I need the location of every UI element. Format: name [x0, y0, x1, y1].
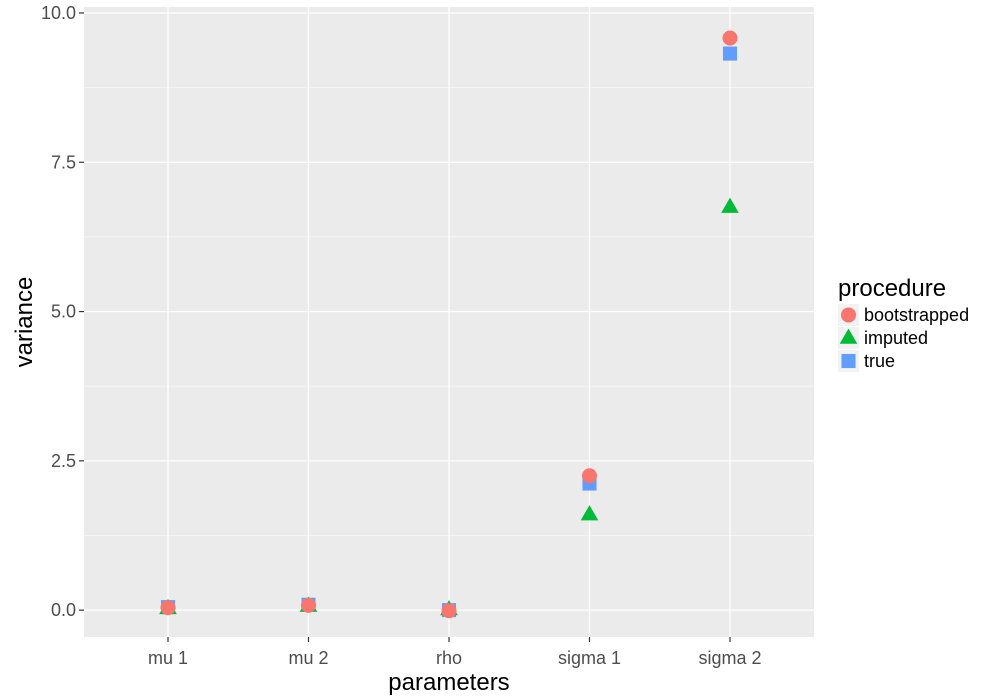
- x-tick-label: mu 1: [148, 648, 188, 668]
- x-axis-title: parameters: [388, 669, 509, 696]
- legend-marker-true: [841, 353, 856, 369]
- legend-title: procedure: [838, 275, 946, 302]
- legend-marker-imputed: [839, 328, 858, 344]
- x-tick-label: rho: [436, 648, 462, 668]
- x-tick-label: sigma 1: [558, 648, 621, 668]
- legend-label-imputed: imputed: [864, 328, 928, 348]
- point-bootstrapped: [441, 603, 457, 619]
- x-axis: mu 1 mu 2 rho sigma 1 sigma 2: [148, 637, 762, 668]
- point-true: [722, 46, 738, 61]
- y-tick-label: 0.0: [51, 600, 76, 620]
- y-tick-label: 2.5: [51, 451, 76, 471]
- point-bootstrapped: [300, 597, 317, 613]
- x-tick-label: mu 2: [288, 648, 328, 668]
- point-bootstrapped: [722, 30, 738, 46]
- y-tick-label: 7.5: [51, 152, 76, 172]
- y-tick-label: 5.0: [51, 302, 76, 322]
- point-imputed: [580, 505, 599, 521]
- legend-label-true: true: [864, 351, 895, 371]
- major-gridlines: [84, 7, 814, 637]
- legend: procedure bootstrapped imputed true: [838, 275, 969, 372]
- data-points: [159, 30, 739, 619]
- y-tick-label: 10.0: [41, 3, 76, 23]
- point-bootstrapped: [581, 468, 598, 484]
- y-axis: 0.0 2.5 5.0 7.5 10.0: [41, 3, 84, 620]
- x-tick-label: sigma 2: [698, 648, 761, 668]
- point-bootstrapped: [160, 600, 176, 616]
- legend-label-bootstrapped: bootstrapped: [864, 305, 969, 325]
- point-imputed: [721, 197, 739, 213]
- y-axis-title: variance: [11, 277, 38, 368]
- legend-marker-bootstrapped: [840, 307, 857, 323]
- legend-items: bootstrapped imputed true: [838, 304, 969, 372]
